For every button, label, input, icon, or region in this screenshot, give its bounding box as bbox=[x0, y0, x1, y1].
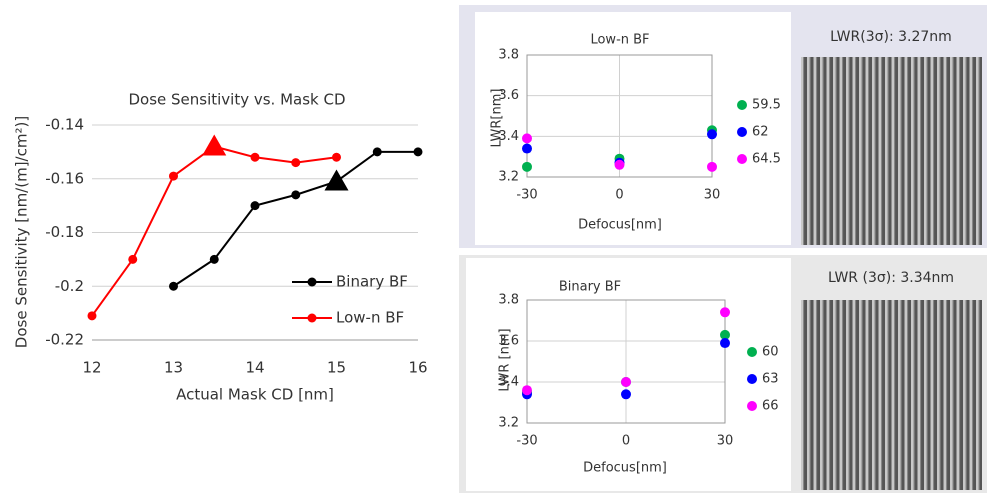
legend-marker bbox=[737, 154, 747, 164]
legend-marker bbox=[737, 127, 747, 137]
chart-title: Low-n BF bbox=[590, 33, 649, 48]
legend-label: Low-n BF bbox=[336, 309, 404, 327]
data-point bbox=[291, 190, 300, 199]
y-tick-label: 3.4 bbox=[498, 129, 519, 144]
data-point bbox=[251, 201, 260, 210]
legend-marker bbox=[308, 278, 317, 287]
y-tick-label: 3.8 bbox=[498, 293, 519, 308]
legend-label: Binary BF bbox=[336, 273, 408, 291]
data-point bbox=[169, 172, 178, 181]
image-label: LWR (3σ): 3.34nm bbox=[828, 270, 954, 286]
legend-marker bbox=[747, 347, 757, 357]
y-tick-label: -0.18 bbox=[45, 223, 84, 241]
data-point bbox=[720, 338, 730, 348]
data-point bbox=[522, 162, 532, 172]
legend-marker bbox=[737, 100, 747, 110]
data-point bbox=[522, 133, 532, 143]
data-point bbox=[621, 389, 631, 399]
data-point bbox=[621, 377, 631, 387]
x-tick-label: 13 bbox=[164, 359, 183, 377]
data-point bbox=[169, 282, 178, 291]
data-point bbox=[88, 311, 97, 320]
data-point bbox=[707, 129, 717, 139]
x-tick-label: 12 bbox=[82, 359, 101, 377]
x-axis-label: Defocus[nm] bbox=[578, 218, 662, 233]
y-tick-label: 3.8 bbox=[498, 48, 519, 63]
y-tick-label: 3.2 bbox=[498, 170, 519, 185]
data-point bbox=[522, 144, 532, 154]
y-tick-label: 3.4 bbox=[498, 375, 519, 390]
x-tick-label: 30 bbox=[704, 188, 721, 203]
data-point bbox=[332, 153, 341, 162]
highlight-marker bbox=[202, 135, 226, 156]
sem-image bbox=[801, 300, 982, 490]
x-tick-label: 15 bbox=[327, 359, 346, 377]
image-label: LWR(3σ): 3.27nm bbox=[830, 29, 952, 45]
data-point bbox=[291, 158, 300, 167]
legend-marker bbox=[747, 374, 757, 384]
x-tick-label: 16 bbox=[408, 359, 427, 377]
sem-image bbox=[801, 57, 982, 245]
series-line bbox=[174, 152, 419, 286]
legend-label: 62 bbox=[752, 125, 769, 140]
legend-marker bbox=[747, 401, 757, 411]
legend-label: 66 bbox=[762, 399, 779, 414]
data-point bbox=[373, 147, 382, 156]
series-line bbox=[92, 147, 337, 316]
data-point bbox=[251, 153, 260, 162]
x-tick-label: 14 bbox=[245, 359, 264, 377]
x-tick-label: 0 bbox=[622, 434, 630, 449]
data-point bbox=[128, 255, 137, 264]
data-point bbox=[615, 160, 625, 170]
legend-label: 59.5 bbox=[752, 98, 781, 113]
y-tick-label: -0.2 bbox=[55, 277, 84, 295]
legend-label: 64.5 bbox=[752, 152, 781, 167]
y-tick-label: 3.2 bbox=[498, 416, 519, 431]
y-tick-label: -0.16 bbox=[45, 169, 84, 187]
x-tick-label: 30 bbox=[717, 434, 734, 449]
x-tick-label: 0 bbox=[615, 188, 623, 203]
x-tick-label: -30 bbox=[516, 434, 537, 449]
data-point bbox=[210, 255, 219, 264]
data-point bbox=[707, 162, 717, 172]
y-tick-label: 3.6 bbox=[498, 88, 519, 103]
y-tick-label: -0.14 bbox=[45, 116, 84, 134]
data-point bbox=[720, 307, 730, 317]
y-tick-label: 3.6 bbox=[498, 334, 519, 349]
y-axis-label: Dose Sensitivity [nm/(m]/cm²)] bbox=[13, 116, 31, 348]
x-axis-label: Defocus[nm] bbox=[583, 461, 667, 476]
legend-label: 60 bbox=[762, 345, 779, 360]
data-point bbox=[414, 147, 423, 156]
figure: LWR(3σ): 3.27nm LWR (3σ): 3.34nm Dose Se… bbox=[0, 0, 987, 493]
x-axis-label: Actual Mask CD [nm] bbox=[176, 386, 334, 404]
y-tick-label: -0.22 bbox=[45, 331, 84, 349]
highlight-marker bbox=[325, 169, 349, 190]
legend-label: 63 bbox=[762, 372, 779, 387]
chart-title: Dose Sensitivity vs. Mask CD bbox=[128, 91, 345, 109]
x-tick-label: -30 bbox=[516, 188, 537, 203]
data-point bbox=[522, 385, 532, 395]
legend-marker bbox=[308, 314, 317, 323]
chart-title: Binary BF bbox=[559, 280, 621, 295]
